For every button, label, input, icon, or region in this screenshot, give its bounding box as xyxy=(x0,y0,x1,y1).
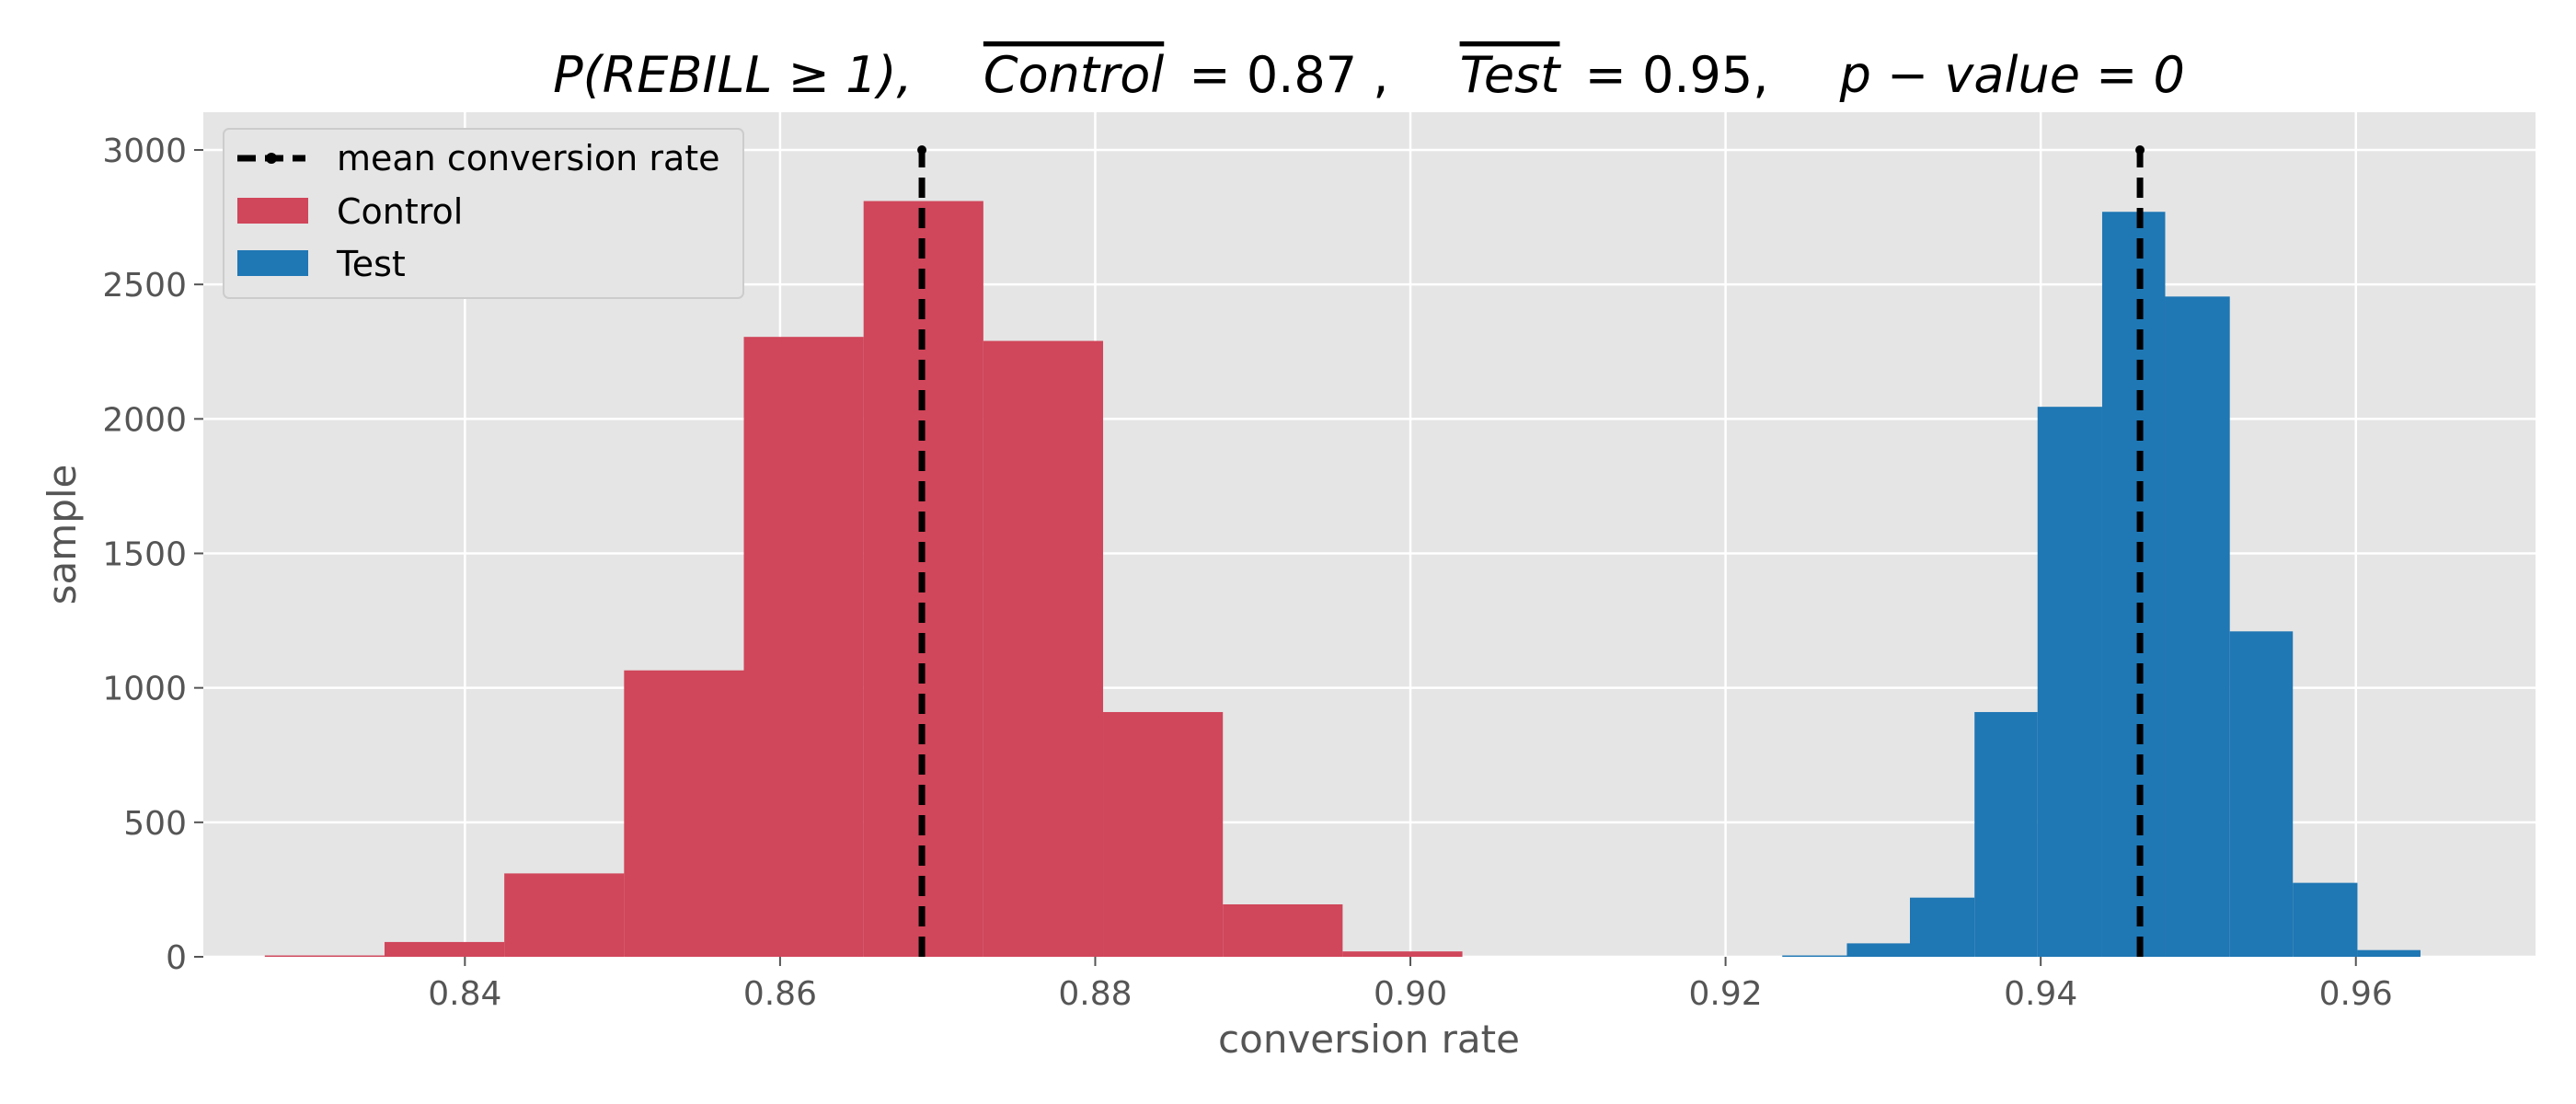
x-tick-label: 0.90 xyxy=(1374,975,1447,1013)
x-tick-label: 0.86 xyxy=(743,975,817,1013)
x-tick-label: 0.84 xyxy=(428,975,501,1013)
histogram-bars xyxy=(264,201,2421,958)
y-tick-label: 500 xyxy=(123,805,187,843)
y-tick-label: 1000 xyxy=(102,671,187,708)
title-pvalue: p − value = 0 xyxy=(1839,46,2185,104)
title-control-value: = 0.87 , xyxy=(1189,46,1388,104)
test-bar xyxy=(2357,949,2421,957)
legend: mean conversion rate Control Test xyxy=(223,128,744,299)
y-tick-label: 2500 xyxy=(102,267,187,305)
x-tick-label: 0.94 xyxy=(2004,975,2077,1013)
chart-title: P(REBILL ≥ 1), Control = 0.87 , Test = 0… xyxy=(553,46,2185,104)
test-bar xyxy=(2101,212,2166,957)
mean-line-marker xyxy=(917,145,927,155)
control-bar xyxy=(264,955,385,957)
x-tick-label: 0.92 xyxy=(1689,975,1763,1013)
legend-swatch-mean-marker xyxy=(266,153,277,164)
test-bar xyxy=(2165,296,2230,957)
mean-line-marker xyxy=(2135,145,2145,155)
test-bar xyxy=(2229,631,2294,957)
y-axis-ticks: 0 500 1000 1500 2000 2500 3000 xyxy=(102,132,203,977)
title-test-name: Test xyxy=(1460,46,1562,104)
control-bar xyxy=(1223,903,1343,957)
mean-lines xyxy=(917,145,2145,957)
legend-box xyxy=(223,128,744,299)
title-control-name: Control xyxy=(983,46,1164,104)
test-bar xyxy=(1782,955,1847,957)
test-bar xyxy=(1974,711,2038,957)
control-bar xyxy=(1103,711,1224,957)
y-tick-label: 0 xyxy=(166,939,187,977)
legend-swatch-control xyxy=(237,198,308,224)
legend-label-mean: mean conversion rate xyxy=(337,138,720,178)
control-bar xyxy=(1342,951,1463,957)
control-bar xyxy=(983,340,1104,958)
test-bar xyxy=(2037,407,2102,957)
x-tick-label: 0.96 xyxy=(2319,975,2393,1013)
control-bar xyxy=(504,873,625,957)
control-bar xyxy=(624,670,744,957)
control-bar xyxy=(384,941,505,957)
test-bar xyxy=(1910,897,1975,957)
test-bar xyxy=(1846,943,1911,957)
x-tick-label: 0.88 xyxy=(1058,975,1132,1013)
y-tick-label: 3000 xyxy=(102,132,187,170)
test-bar xyxy=(2293,882,2358,957)
x-axis-ticks: 0.84 0.86 0.88 0.90 0.92 0.94 0.96 xyxy=(428,957,2393,1013)
title-probability: P(REBILL ≥ 1), xyxy=(553,46,913,104)
legend-label-test: Test xyxy=(336,244,406,284)
svg-text:P(REBILL ≥ 1), Control: P(REBILL ≥ 1), Control = 0.87 , Test = 0… xyxy=(553,46,2185,104)
control-bar xyxy=(743,337,864,958)
title-test-value: = 0.95, xyxy=(1585,46,1769,104)
y-tick-label: 2000 xyxy=(102,401,187,439)
legend-swatch-test xyxy=(237,250,308,276)
x-axis-label: conversion rate xyxy=(1218,1017,1520,1062)
y-axis-label: sample xyxy=(40,465,85,605)
legend-label-control: Control xyxy=(337,191,463,232)
y-tick-label: 1500 xyxy=(102,536,187,574)
